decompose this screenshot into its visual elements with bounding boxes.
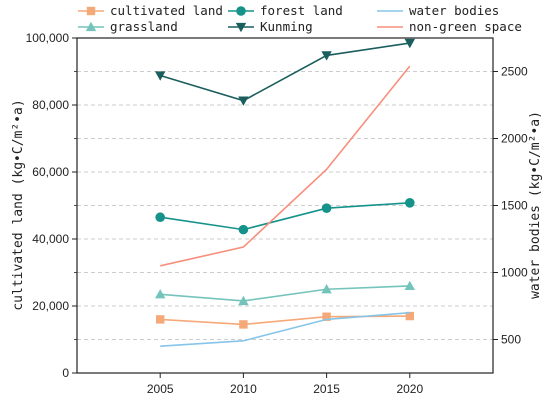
x-tick-label: 2005 xyxy=(147,382,174,396)
legend-item: forest land xyxy=(228,3,343,18)
right-y-tick-label: 500 xyxy=(501,333,521,347)
data-point-square xyxy=(239,320,248,329)
data-point-triangle-down xyxy=(404,38,415,49)
legend-label: water bodies xyxy=(409,3,499,18)
left-y-tick-label: 40,000 xyxy=(32,232,69,246)
data-point-square xyxy=(86,6,96,16)
right-axis-title: water bodies (kg•C/m²•a) xyxy=(528,111,543,299)
data-point-triangle-down xyxy=(238,96,249,106)
data-point-circle xyxy=(236,6,246,16)
x-tick-label: 2010 xyxy=(230,382,257,396)
series-line-water-bodies xyxy=(160,311,410,347)
legend-label: cultivated land xyxy=(110,3,223,18)
legend-item: non-green space xyxy=(377,19,522,34)
data-point-circle xyxy=(155,212,165,223)
right-y-tick-label: 2500 xyxy=(501,65,528,79)
legend-label: grassland xyxy=(110,19,178,34)
legend-item: water bodies xyxy=(377,3,499,18)
left-y-tick-label: 100,000 xyxy=(26,31,70,45)
x-tick-label: 2020 xyxy=(396,382,423,396)
series-line-grassland xyxy=(160,285,410,302)
legend-label: forest land xyxy=(260,3,343,18)
axes: 2005 2010 2015 2020 0 20,000 40,000 60,000 80,00… xyxy=(26,31,528,396)
right-y-tick-label: 2000 xyxy=(501,132,528,146)
data-point-triangle-up xyxy=(238,295,249,306)
series-line-forest-land xyxy=(160,202,410,231)
data-point-circle xyxy=(405,198,415,208)
data-point-square xyxy=(322,312,331,321)
series-line-non-green-space xyxy=(160,65,411,267)
left-y-tick-label: 80,000 xyxy=(32,98,69,112)
legend-label: non-green space xyxy=(409,19,522,34)
right-y-tick-label: 1500 xyxy=(501,199,528,213)
series-line-cultivated-land xyxy=(160,315,410,326)
grid-lines xyxy=(77,71,493,340)
data-point-circle xyxy=(321,203,332,213)
legend: cultivated land forest land water bodies gr… xyxy=(78,3,522,34)
series-line-kunming xyxy=(159,42,410,102)
x-tick-label: 2015 xyxy=(313,382,340,396)
left-y-tick-label: 60,000 xyxy=(32,165,69,179)
data-point-triangle-up xyxy=(404,280,415,291)
data-point-triangle-up xyxy=(321,284,332,294)
left-y-tick-label: 0 xyxy=(62,366,69,380)
data-point-circle xyxy=(238,224,249,235)
data-point-square xyxy=(156,315,165,324)
data-point-triangle-up xyxy=(85,21,97,32)
left-axis-title: cultivated land (kg•C/m²•a) xyxy=(11,99,26,310)
data-point-triangle-down xyxy=(321,51,332,61)
data-point-square xyxy=(405,311,414,321)
legend-item: grassland xyxy=(78,19,178,34)
data-point-triangle-down xyxy=(155,71,166,81)
data-point-triangle-up xyxy=(155,289,166,299)
legend-item: cultivated land xyxy=(78,3,223,18)
legend-label: Kunming xyxy=(260,19,313,34)
series-layer xyxy=(155,38,415,347)
right-y-tick-label: 1000 xyxy=(501,266,528,280)
legend-item: Kunming xyxy=(228,19,313,34)
data-point-triangle-down xyxy=(235,22,247,33)
left-y-tick-label: 20,000 xyxy=(32,299,69,313)
